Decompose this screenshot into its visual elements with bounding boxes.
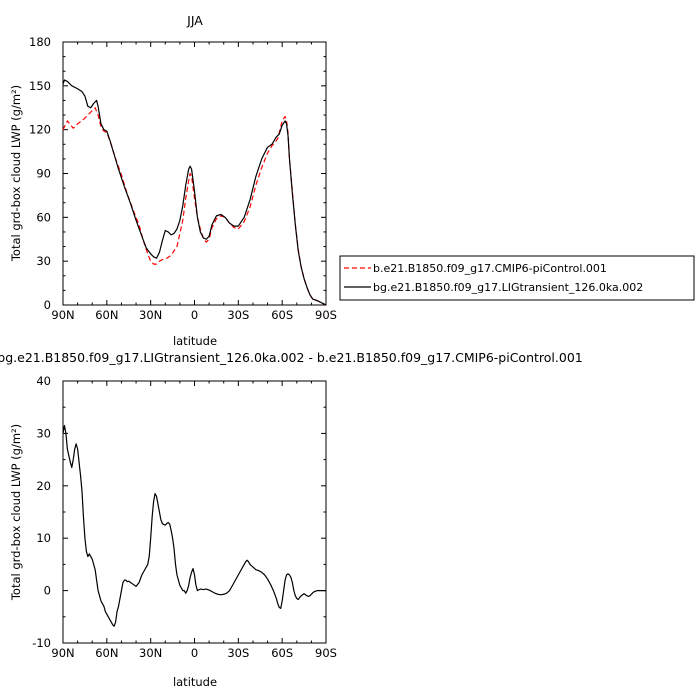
bot-y-tick-label: 40 xyxy=(36,374,51,388)
bot-x-tick-label: 90S xyxy=(315,646,337,660)
bottom-x-axis-label: latitude xyxy=(173,675,217,689)
bot-x-tick-label: 60N xyxy=(95,646,118,660)
top-y-tick-label: 0 xyxy=(44,298,51,312)
top-y-tick-label: 180 xyxy=(29,35,51,49)
bot-y-tick-label: 30 xyxy=(36,426,51,440)
bot-x-tick-label: 30S xyxy=(227,646,249,660)
bottom-series-lines xyxy=(62,424,326,627)
top-y-tick-label: 30 xyxy=(36,254,51,268)
top-x-tick-label: 60N xyxy=(95,308,118,322)
top-y-tick-label: 150 xyxy=(29,79,51,93)
top-x-tick-label: 30N xyxy=(139,308,162,322)
top-x-tick-label: 90S xyxy=(315,308,337,322)
legend-box xyxy=(339,255,695,301)
top-panel: JJA 0 30 60 90 120 150 180 90N 60N 30N 0 30S 60S 90S… xyxy=(9,13,337,348)
bottom-ticks xyxy=(62,380,327,644)
top-y-tick-labels: 0 30 60 90 120 150 180 xyxy=(29,35,51,312)
bottom-panel: bg.e21.B1850.f09_g17.LIGtransient_126.0k… xyxy=(0,350,583,689)
bot-y-tick-label: 0 xyxy=(44,584,51,598)
top-y-tick-label: 60 xyxy=(36,210,51,224)
top-series-lines xyxy=(62,79,327,306)
bottom-y-tick-labels: -10 0 10 20 30 40 xyxy=(32,374,51,650)
bot-x-tick-label: 30N xyxy=(139,646,162,660)
top-x-tick-label: 60S xyxy=(271,308,293,322)
top-x-tick-label: 0 xyxy=(191,308,198,322)
legend: b.e21.B1850.f09_g17.CMIP6-piControl.001 … xyxy=(339,255,695,301)
bot-x-tick-label: 90N xyxy=(51,646,74,660)
top-x-tick-label: 90N xyxy=(51,308,74,322)
top-chart-title: JJA xyxy=(186,13,203,28)
top-ticks xyxy=(62,41,327,306)
bot-y-tick-label: 20 xyxy=(36,479,51,493)
top-x-axis-label: latitude xyxy=(173,334,217,348)
bottom-y-axis-label: Total grd-box cloud LWP (g/m²) xyxy=(9,424,23,601)
bot-y-tick-label: 10 xyxy=(36,531,51,545)
legend-label-picontrol: b.e21.B1850.f09_g17.CMIP6-piControl.001 xyxy=(373,262,607,275)
bot-series-line-0 xyxy=(62,424,326,627)
top-x-tick-labels: 90N 60N 30N 0 30S 60S 90S xyxy=(51,308,337,322)
top-y-tick-label: 120 xyxy=(29,123,51,137)
bot-x-tick-label: 60S xyxy=(271,646,293,660)
top-y-axis-label: Total grd-box cloud LWP (g/m²) xyxy=(9,85,23,262)
bottom-x-tick-labels: 90N 60N 30N 0 30S 60S 90S xyxy=(51,646,337,660)
top-plot-frame xyxy=(62,41,327,306)
bot-y-tick-label: -10 xyxy=(32,636,51,650)
top-y-tick-label: 90 xyxy=(36,167,51,181)
bot-x-tick-label: 0 xyxy=(191,646,198,660)
top-series-line-0 xyxy=(62,107,327,306)
bottom-chart-title: bg.e21.B1850.f09_g17.LIGtransient_126.0k… xyxy=(0,350,583,365)
legend-label-ligtransient: bg.e21.B1850.f09_g17.LIGtransient_126.0k… xyxy=(373,281,643,294)
top-series-line-1 xyxy=(62,79,327,306)
top-x-tick-label: 30S xyxy=(227,308,249,322)
